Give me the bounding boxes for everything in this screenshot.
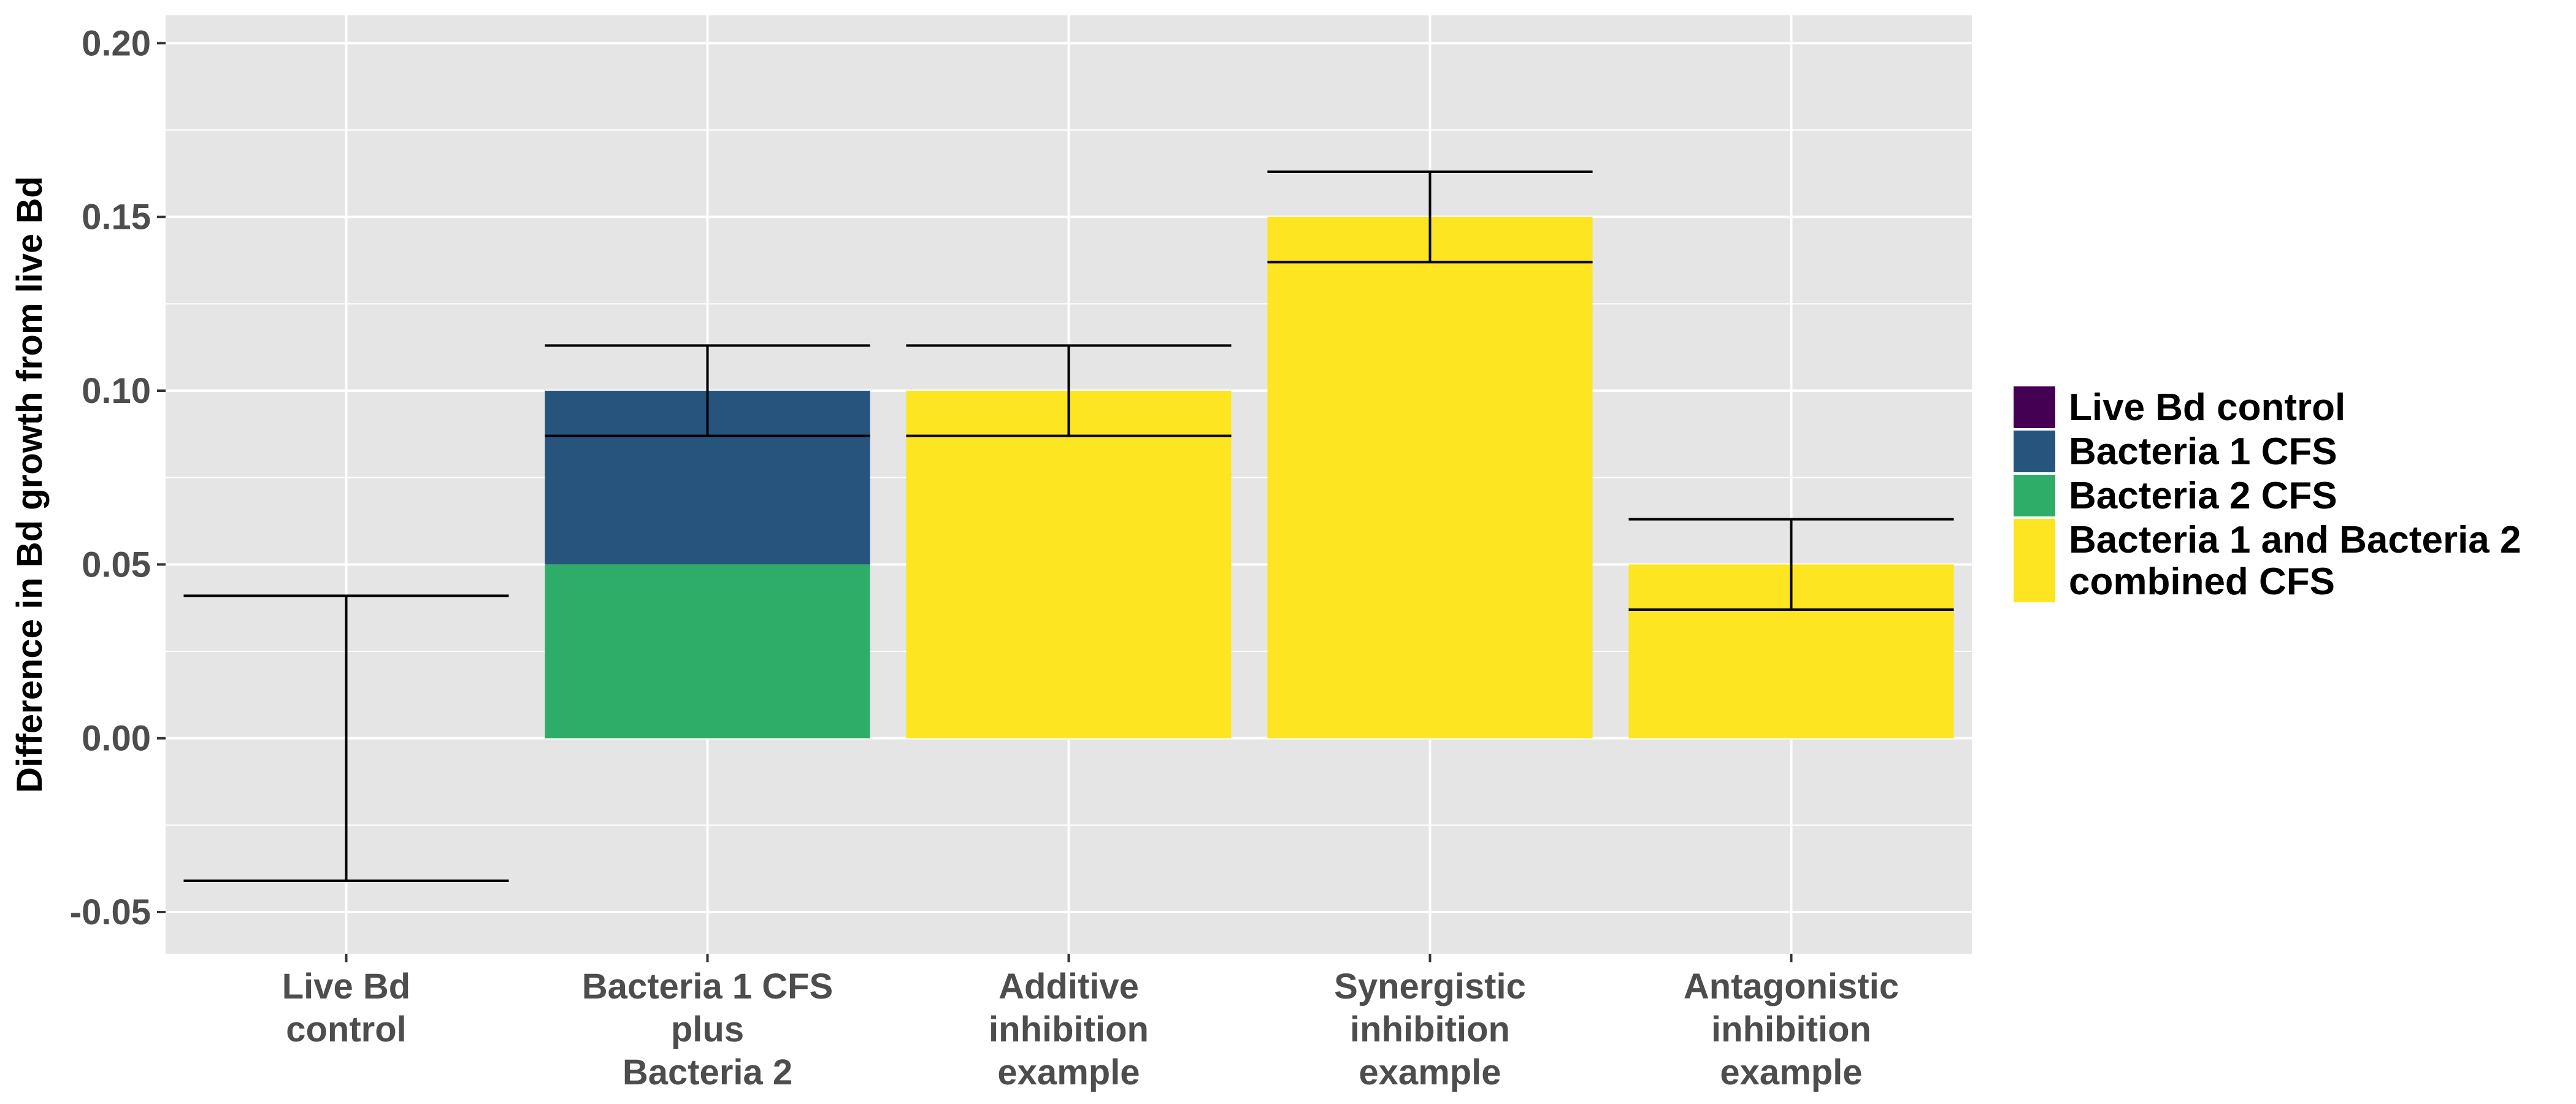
y-tick-label: 0.00 <box>82 719 151 759</box>
legend-item: Bacteria 1 CFS <box>2014 431 2337 473</box>
error-bar <box>1628 518 1954 611</box>
legend-item: Bacteria 2 CFS <box>2014 475 2337 517</box>
legend-label: combined CFS <box>2069 561 2335 603</box>
x-tick-label: inhibition <box>1711 1010 1871 1049</box>
x-tick-label: Antagonistic <box>1684 967 1899 1006</box>
legend-item: Live Bd control <box>2014 386 2345 429</box>
x-tick-label: inhibition <box>989 1010 1149 1049</box>
y-tick-label: 0.10 <box>82 371 151 411</box>
legend-label: Live Bd control <box>2069 386 2345 429</box>
legend-key <box>2014 519 2055 602</box>
x-tick-label: Bacteria 2 <box>623 1052 792 1092</box>
error-bar <box>1267 171 1593 264</box>
legend-label: Bacteria 1 and Bacteria 2 <box>2069 519 2521 561</box>
y-axis: -0.05 0.00 0.05 0.10 0.15 0.20 <box>70 23 166 932</box>
x-tick-label: inhibition <box>1350 1010 1510 1049</box>
error-bars <box>183 171 1954 882</box>
error-bar <box>183 594 509 882</box>
legend-key <box>2014 431 2055 472</box>
error-bar <box>906 344 1232 437</box>
x-tick-label: example <box>997 1052 1140 1092</box>
y-tick-label: -0.05 <box>70 892 151 932</box>
y-tick-label: 0.15 <box>82 197 151 237</box>
x-tick-label: plus <box>671 1010 744 1049</box>
error-bar <box>545 344 870 437</box>
legend-label: Bacteria 1 CFS <box>2069 431 2337 473</box>
y-tick-label: 0.20 <box>82 23 151 63</box>
legend-key <box>2014 386 2055 428</box>
x-tick-label: Additive <box>999 967 1139 1006</box>
bar <box>1267 217 1593 738</box>
x-tick-label: Live Bd <box>282 967 411 1006</box>
x-tick-label: Bacteria 1 CFS <box>582 967 833 1006</box>
bar <box>545 564 870 738</box>
y-tick-label: 0.05 <box>82 545 151 585</box>
x-tick-label: example <box>1359 1052 1501 1092</box>
x-tick-label: control <box>286 1010 407 1049</box>
x-axis: Live Bd control Bacteria 1 CFS plusBacteria… <box>282 954 1899 1092</box>
y-axis-title: Difference in Bd growth from live Bd <box>10 176 50 792</box>
legend-label: Bacteria 2 CFS <box>2069 475 2337 517</box>
legend-key <box>2014 475 2055 516</box>
bars <box>545 217 1954 738</box>
x-tick-label: Synergistic <box>1334 967 1526 1006</box>
x-tick-label: example <box>1720 1052 1862 1092</box>
bar <box>906 391 1232 738</box>
